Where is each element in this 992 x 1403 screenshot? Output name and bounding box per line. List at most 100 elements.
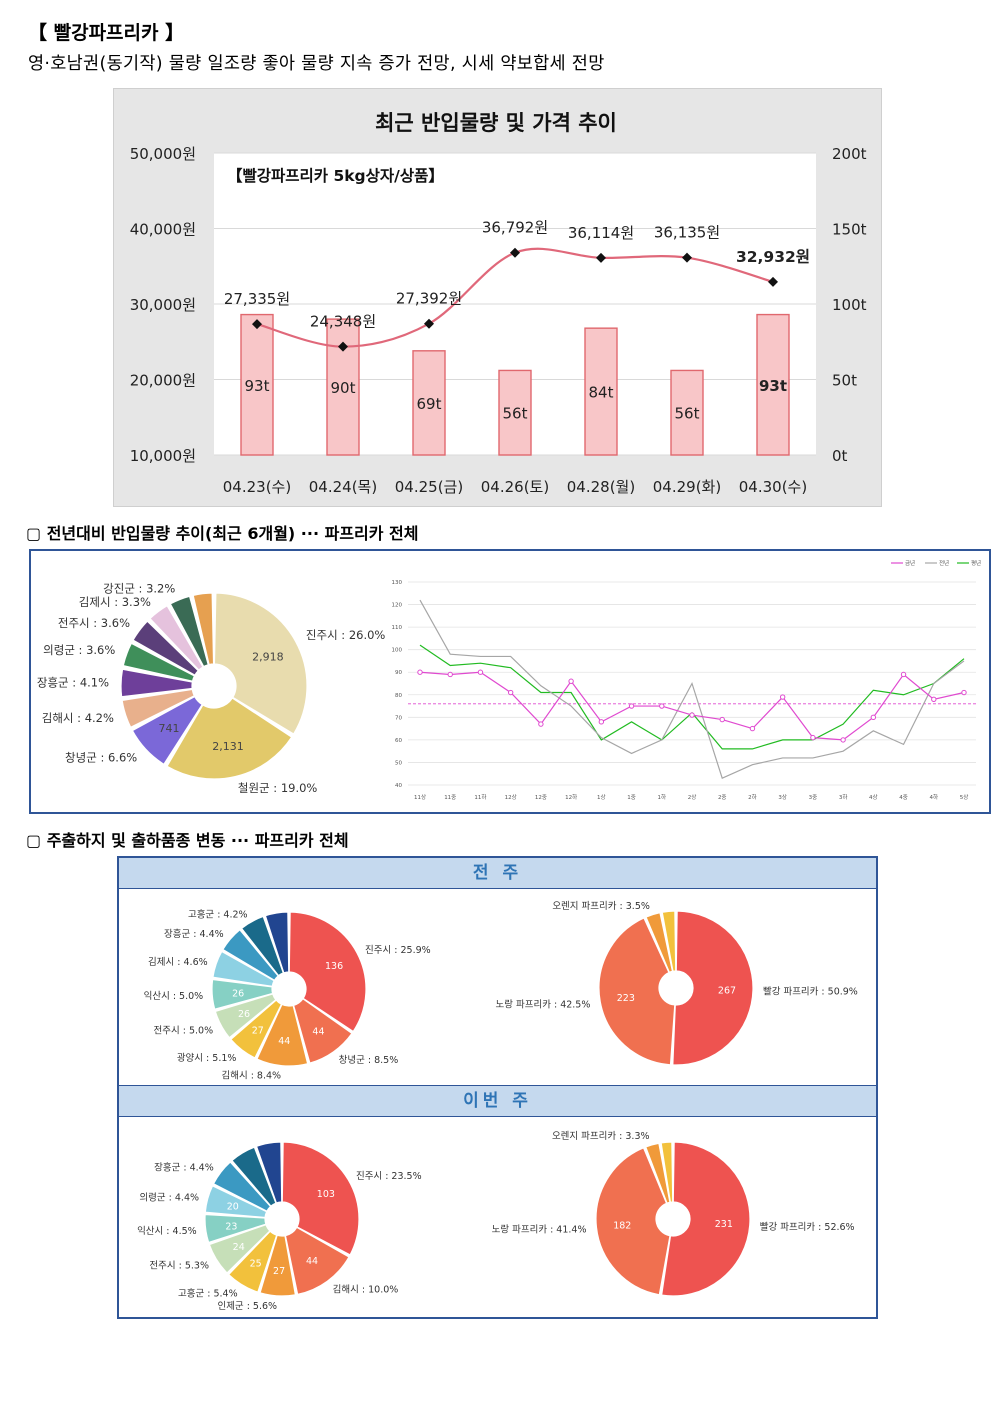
yoy-x-tick: 3중 xyxy=(809,794,818,801)
yoy-point xyxy=(749,725,756,732)
slice-count: 27 xyxy=(273,1266,285,1277)
x-tick-label: 04.30(수) xyxy=(739,478,807,496)
slice-label: 김해시 : 10.0% xyxy=(333,1283,399,1295)
x-tick-label: 04.25(금) xyxy=(395,478,463,496)
yoy-line-chart: 130 120 110 100 90 80 70 60 50 40 11상 11중 11하 12상 12중 1… xyxy=(392,559,982,801)
donut-slice xyxy=(256,1003,309,1067)
yoy-x-tick: 11중 xyxy=(444,794,456,801)
slice-count: 44 xyxy=(278,1036,290,1047)
slice-label: 전주시 : 3.6% xyxy=(58,616,130,630)
slice-count: 23 xyxy=(225,1221,237,1232)
donut-slice xyxy=(208,1223,271,1274)
donut-slice xyxy=(149,604,204,671)
yoy-point xyxy=(900,671,907,678)
right-axis: 200t 150t 100t 50t 0t xyxy=(832,145,867,465)
yoy-x-tick: 4상 xyxy=(869,793,878,801)
donut-slice xyxy=(288,911,367,1033)
volume-bars: 93t 90t 69t 56t 84t 56t 93t xyxy=(240,313,790,456)
chart-inner-label: 【빨강파프리카 5kg상자/상품】 xyxy=(227,167,444,185)
volume-label: 56t xyxy=(675,405,700,423)
right-tick-label: 100t xyxy=(832,296,867,314)
slice-label: 김해시 : 4.2% xyxy=(42,711,114,725)
region-prev-week-donut: 136 진주시 : 25.9% 44 창녕군 : 8.5% 44 김해시 : 8.4% 27… xyxy=(144,909,431,1082)
yoy-y-tick: 60 xyxy=(395,738,402,744)
yoy-y-tick: 40 xyxy=(395,783,402,789)
slice-label: 창녕군 : 6.6% xyxy=(65,751,137,765)
yoy-y-tick: 110 xyxy=(392,625,403,631)
price-line: 27,335원 24,348원 27,392원 36,792원 36,114원 36,13… xyxy=(224,219,810,352)
price-point xyxy=(424,318,434,329)
donut-slice xyxy=(255,1141,283,1204)
variety-this-week-donut: 231 빨강 파프리카 : 52.6% 182 노랑 파프리카 : 41.4% 오렌지 … xyxy=(492,1131,855,1297)
slice-label: 오렌지 파프리카 : 3.3% xyxy=(552,1131,650,1142)
price-point xyxy=(596,252,606,263)
region-this-week-donut: 103 진주시 : 23.5% 44 김해시 : 10.0% 27 인제군 : 5.6% 2… xyxy=(137,1141,422,1312)
yoy-x-tick: 1하 xyxy=(657,793,666,801)
x-axis: 04.23(수) 04.24(목) 04.25(금) 04.26(토) 04.28(월)… xyxy=(223,478,807,496)
slice-count: 2,918 xyxy=(252,650,284,663)
donut-slice xyxy=(281,1141,360,1256)
yoy-y-tick: 100 xyxy=(392,648,403,654)
donut-slice xyxy=(672,910,754,1066)
slice-count: 24 xyxy=(233,1242,245,1253)
donut-slice xyxy=(214,993,277,1039)
yoy-point xyxy=(961,689,967,696)
yoy-point xyxy=(931,696,937,702)
donut-slice xyxy=(660,1141,751,1297)
x-tick-label: 04.29(화) xyxy=(653,478,721,496)
donut-slice xyxy=(169,595,209,668)
yoy-point xyxy=(568,678,574,684)
yoy-x-tick: 12상 xyxy=(505,793,517,801)
variety-prev-week-donut: 267 빨강 파프리카 : 50.9% 223 노랑 파프리카 : 42.5% 오렌지 … xyxy=(496,901,858,1066)
left-tick-label: 20,000원 xyxy=(130,372,196,390)
yoy-point xyxy=(628,703,635,709)
slice-label: 빨강 파프리카 : 52.6% xyxy=(760,1222,855,1233)
price-label: 36,114원 xyxy=(568,224,634,242)
slice-label: 장흥군 : 4.4% xyxy=(164,928,224,940)
donut-slice xyxy=(264,911,290,974)
donut-slice xyxy=(122,642,196,682)
slice-count: 27 xyxy=(252,1025,264,1036)
price-label: 27,335원 xyxy=(224,290,290,308)
slice-count: 26 xyxy=(232,989,244,1000)
left-tick-label: 50,000원 xyxy=(130,145,196,163)
band-this-week: 이번 주 xyxy=(119,1085,876,1117)
donut-slice xyxy=(132,620,200,676)
page-subtitle: 영·호남권(동기작) 물량 일조량 좋아 물량 지속 증가 전망, 시세 약보합… xyxy=(28,54,605,74)
slice-count: 44 xyxy=(306,1256,318,1267)
yoy-x-tick: 4하 xyxy=(929,793,938,801)
yoy-point xyxy=(417,669,423,675)
left-tick-label: 10,000원 xyxy=(130,447,196,465)
region-6m-donut: 2,918 진주시 : 26.0% 2,131 철원군 : 19.0% 741 창녕군 :… xyxy=(37,581,386,795)
donut-slice xyxy=(229,999,283,1059)
yoy-x-tick: 1상 xyxy=(597,793,606,801)
x-tick-label: 04.24(목) xyxy=(309,478,377,496)
donut-slice xyxy=(121,688,196,729)
slice-label: 고흥군 : 5.4% xyxy=(178,1288,238,1300)
yoy-x-tick: 3상 xyxy=(778,793,787,801)
slice-count: 103 xyxy=(317,1189,335,1200)
donut-slice xyxy=(284,1226,350,1296)
yoy-point xyxy=(810,734,816,741)
yoy-x-tick: 3하 xyxy=(839,793,848,801)
slice-label: 장흥군 : 4.4% xyxy=(154,1162,214,1174)
slice-label: 김해시 : 8.4% xyxy=(221,1070,281,1082)
yoy-y-tick: 80 xyxy=(395,693,402,699)
volume-label: 69t xyxy=(417,395,442,413)
yoy-x-tick: 2하 xyxy=(748,793,757,801)
slice-count: 25 xyxy=(250,1259,262,1270)
price-point xyxy=(682,252,692,263)
donut-slice xyxy=(211,978,274,1010)
slice-label: 인제군 : 5.6% xyxy=(217,1301,277,1312)
chart-title: 최근 반입물량 및 가격 추이 xyxy=(375,111,617,135)
slice-label: 고흥군 : 4.2% xyxy=(188,909,248,921)
yoy-point xyxy=(659,703,665,709)
yoy-x-tick: 4중 xyxy=(899,794,908,801)
yoy-y-tick: 90 xyxy=(395,670,402,676)
donut-slice xyxy=(661,910,677,972)
right-tick-label: 150t xyxy=(832,221,867,239)
slice-count: 136 xyxy=(325,961,343,972)
slice-label: 전주시 : 5.0% xyxy=(154,1025,214,1036)
donut-slice xyxy=(213,592,308,735)
yoy-point xyxy=(507,689,514,696)
